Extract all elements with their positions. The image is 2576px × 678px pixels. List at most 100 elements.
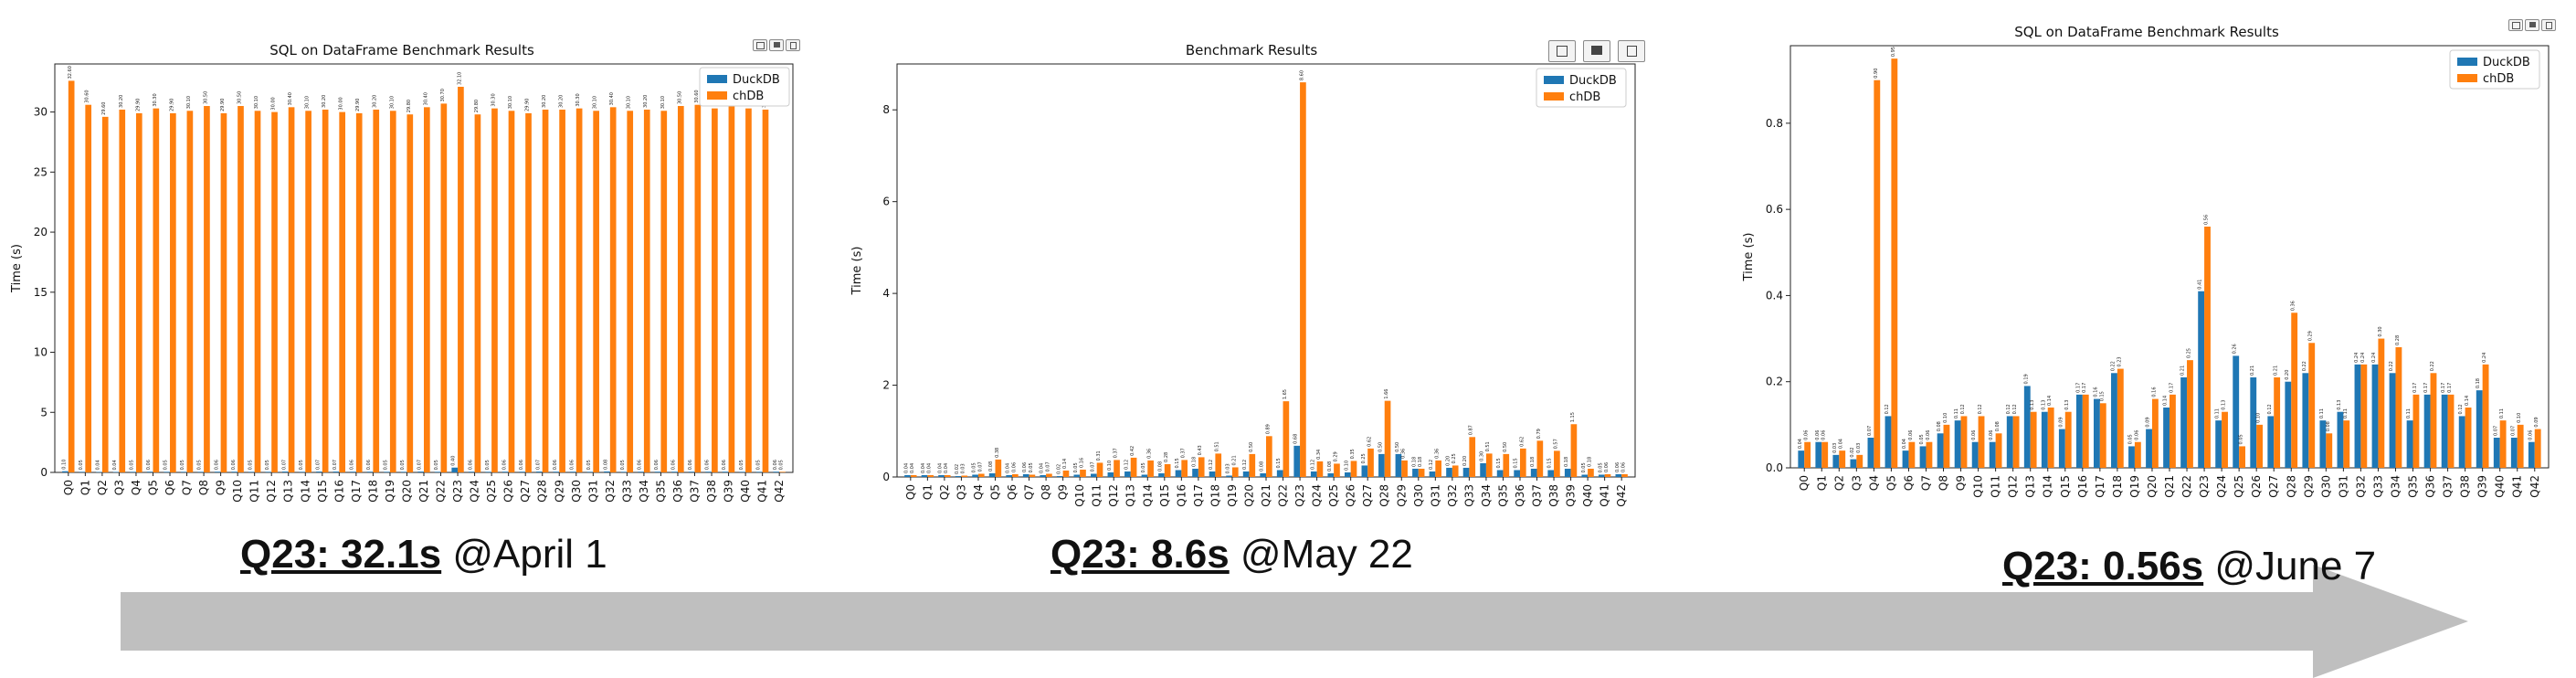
y-tick-label: 0.4	[1766, 289, 1783, 302]
y-tick-label: 0.6	[1766, 203, 1783, 216]
bar-chdb-q22	[440, 103, 448, 473]
bar-chdb-q0	[68, 80, 75, 472]
data-label: 30.10	[660, 96, 666, 109]
bar-duckdb-q28	[1378, 453, 1385, 477]
data-label: 0.21	[2180, 365, 2186, 376]
x-tick-label: Q32	[2354, 475, 2367, 498]
x-tick-label: Q15	[2059, 475, 2072, 498]
bar-duckdb-q21	[417, 471, 424, 472]
bar-duckdb-q2	[938, 474, 945, 477]
bar-chdb-q23	[1300, 82, 1306, 477]
data-label: 0.06	[1908, 430, 1914, 440]
bar-chdb-q3	[1856, 454, 1863, 468]
x-tick-label: Q6	[1006, 484, 1019, 500]
data-label: 0.18	[1587, 457, 1592, 467]
bar-duckdb-q11	[248, 471, 255, 472]
y-tick-label: 2	[882, 379, 890, 392]
data-label: 0.05	[485, 460, 491, 470]
chart-title: SQL on DataFrame Benchmark Results	[2014, 24, 2279, 40]
chart-3: SQL on DataFrame Benchmark Results 0.0 0.2…	[1742, 24, 2550, 498]
caption-april: Q23: 32.1s @April 1	[240, 532, 607, 577]
bar-duckdb-q1	[1815, 441, 1822, 468]
legend-label: chDB	[2483, 72, 2514, 86]
bar-chdb-q20	[1249, 453, 1256, 477]
data-label: 0.06	[1926, 430, 1931, 440]
data-label: 0.51	[1215, 441, 1220, 451]
bar-duckdb-q33	[1462, 467, 1470, 477]
data-label: 0.13	[2337, 400, 2342, 410]
x-tick-label: Q5	[988, 484, 1001, 500]
data-label: 0.05	[620, 460, 626, 470]
data-label: 0.22	[2430, 361, 2435, 371]
data-label: 0.05	[779, 460, 785, 470]
bar-chdb-q22	[2187, 360, 2193, 468]
bar-duckdb-q5	[1884, 416, 1892, 468]
copy-button-3[interactable]	[2508, 19, 2523, 31]
bar-chdb-q36	[2430, 373, 2437, 468]
data-label: 0.13	[2030, 400, 2035, 410]
bar-duckdb-q23	[2198, 291, 2205, 468]
data-label: 0.06	[722, 460, 727, 470]
data-label: 0.38	[995, 448, 1000, 458]
x-tick-label: Q4	[130, 480, 143, 495]
data-label: 0.36	[1435, 449, 1441, 459]
bar-duckdb-q3	[1850, 459, 1857, 468]
bar-chdb-q42	[779, 471, 786, 472]
data-label: 0.10	[2256, 413, 2262, 423]
bar-chdb-q19	[1231, 467, 1239, 477]
data-label: 0.07	[417, 460, 423, 470]
bar-duckdb-q23	[1293, 445, 1301, 477]
data-label: 0.37	[1114, 448, 1119, 458]
bar-chdb-q41	[2517, 424, 2524, 468]
bar-duckdb-q26	[2250, 377, 2257, 468]
data-label: 0.06	[654, 460, 660, 470]
bar-duckdb-q40	[739, 471, 746, 472]
download-button-3[interactable]	[2525, 19, 2539, 31]
data-label: 0.17	[2075, 383, 2081, 393]
data-label: 30.20	[643, 95, 649, 108]
download-button-1[interactable]	[769, 39, 784, 51]
data-label: 0.51	[1485, 441, 1491, 451]
data-label: 0.68	[1293, 434, 1299, 444]
copy-button-1[interactable]	[753, 39, 767, 51]
x-tick-label: Q33	[2371, 475, 2384, 498]
x-tick-label: Q10	[1972, 475, 1985, 498]
data-label: 0.06	[1821, 430, 1827, 440]
save-button-3[interactable]	[2541, 19, 2556, 31]
bar-chdb-q16	[2082, 394, 2089, 468]
x-tick-label: Q1	[921, 484, 934, 500]
bar-duckdb-q13	[282, 471, 289, 472]
legend-swatch	[707, 75, 727, 83]
data-label: 0.05	[265, 460, 270, 470]
bar-chdb-q12	[271, 111, 278, 473]
x-tick-label: Q15	[316, 480, 329, 503]
bar-chdb-q29	[2308, 343, 2316, 468]
download-button-2[interactable]	[1583, 40, 1610, 62]
bar-chdb-q0	[910, 474, 917, 477]
data-label: 30.40	[288, 92, 293, 105]
bar-chdb-q30	[575, 108, 583, 473]
data-label: 0.12	[1978, 404, 1983, 414]
data-label: 0.04	[112, 460, 118, 470]
x-tick-label: Q22	[1277, 484, 1290, 507]
data-label: 0.06	[569, 460, 575, 470]
bar-duckdb-q19	[384, 471, 390, 472]
bar-duckdb-q34	[2389, 373, 2396, 468]
bar-duckdb-q19	[2128, 446, 2135, 468]
save-button-2[interactable]	[1618, 40, 1645, 62]
bar-duckdb-q16	[2075, 394, 2083, 468]
save-button-1[interactable]	[786, 39, 800, 51]
x-tick-label: Q42	[2528, 475, 2541, 498]
x-tick-label: Q3	[955, 484, 967, 500]
data-label: 0.14	[1062, 459, 1068, 469]
copy-button-2[interactable]	[1548, 40, 1576, 62]
bar-chdb-q8	[1943, 424, 1950, 468]
data-label: 0.10	[61, 460, 67, 470]
data-label: 0.10	[2517, 413, 2522, 423]
y-tick-label: 25	[34, 165, 48, 178]
data-label: 0.22	[2110, 361, 2116, 371]
data-label: 0.16	[1079, 458, 1084, 468]
bar-duckdb-q0	[1798, 450, 1805, 468]
data-label: 0.06	[501, 460, 507, 470]
data-label: 0.21	[2250, 365, 2255, 376]
